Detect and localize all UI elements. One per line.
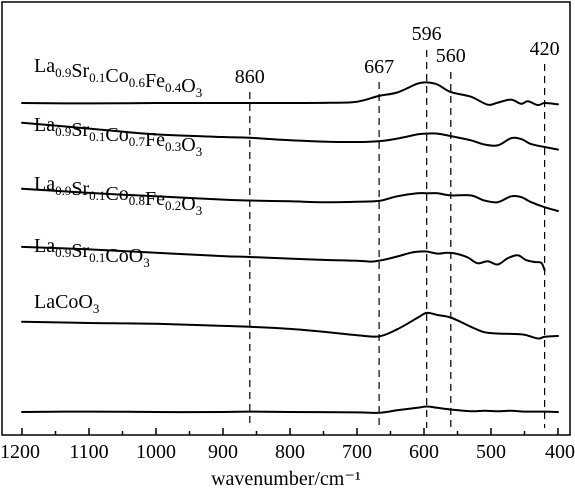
x-tick-label-1200: 1200 [0,441,40,463]
peak-label-596: 596 [412,23,442,45]
peak-label-667: 667 [364,56,394,78]
peak-label-860: 860 [235,66,265,88]
series-labels: La0.9Sr0.1Co0.6Fe0.4O3 La0.9Sr0.1Co0.7Fe0… [34,55,202,316]
x-tick-label-700: 700 [342,441,372,463]
x-tick-label-600: 600 [409,441,439,463]
series-label-3: La0.9Sr0.1Co0.8Fe0.2O3 [34,173,202,218]
plot-frame [1,1,571,436]
series-line-5 [21,311,559,340]
peak-label-560: 560 [436,45,466,67]
series-line-4 [21,245,546,271]
series-lines [21,81,559,414]
x-tick-label-500: 500 [476,441,506,463]
series-line-2 [21,121,559,151]
x-tick-label-1000: 1000 [136,441,176,463]
series-label-2: La0.9Sr0.1Co0.7Fe0.3O3 [34,114,202,159]
series-label-4: La0.9Sr0.1CoO3 [34,235,150,270]
series-line-3 [21,187,559,212]
x-axis: 1200 1100 1000 900 800 700 600 500 400 [0,428,575,463]
series-line-6 [21,405,559,414]
series-line-1 [21,81,559,107]
series-label-1: La0.9Sr0.1Co0.6Fe0.4O3 [34,55,202,100]
series-label-5: LaCoO3 [34,291,99,316]
x-axis-label: wavenumber/cm⁻¹ [211,468,361,490]
x-tick-label-1100: 1100 [69,441,108,463]
peak-label-420: 420 [530,38,560,60]
x-tick-label-800: 800 [275,441,305,463]
x-tick-label-900: 900 [208,441,238,463]
x-tick-label-400: 400 [545,441,575,463]
